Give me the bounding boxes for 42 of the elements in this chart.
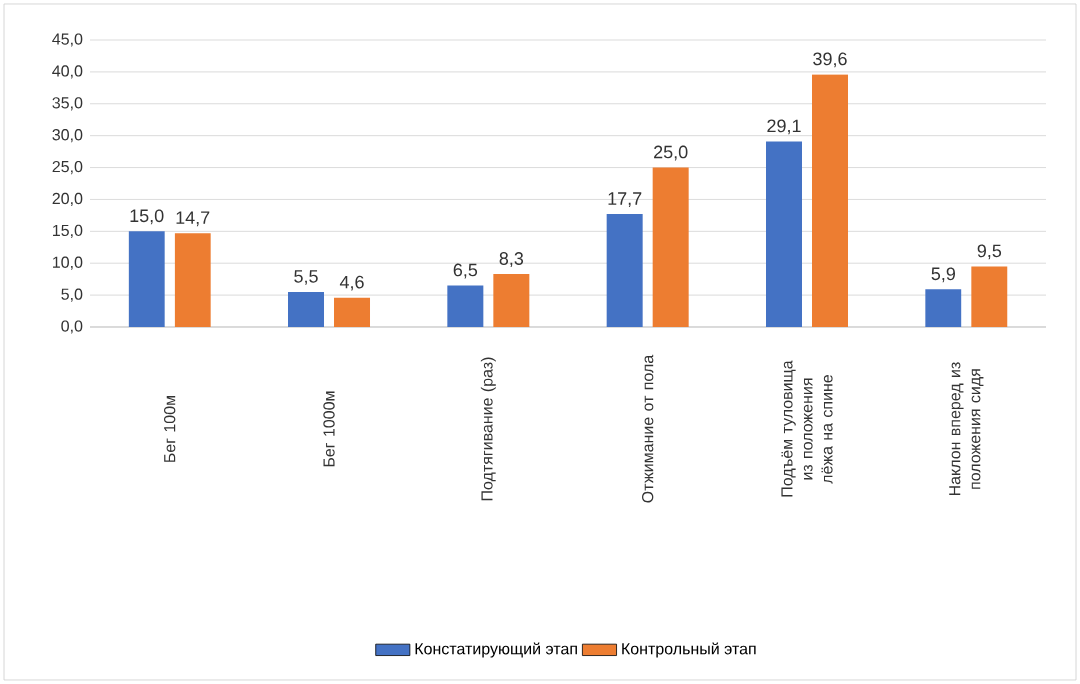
- bar: [925, 289, 962, 327]
- bar: [174, 233, 211, 327]
- bar: [334, 297, 370, 327]
- x-tick-label: Бег 1000м: [323, 391, 335, 467]
- bar: [493, 274, 530, 327]
- y-tick-label: 10,0: [53, 256, 83, 270]
- x-tick-label: Бег 100м: [164, 396, 176, 462]
- x-tick-label: Подъём туловища из положения лёжа на спине: [781, 360, 833, 497]
- data-label: 4,6: [339, 275, 364, 291]
- legend-label: Констатирующий этап: [415, 642, 577, 658]
- y-tick-label: 0,0: [61, 320, 83, 334]
- bar: [128, 231, 165, 327]
- y-tick-label: 25,0: [52, 160, 83, 175]
- bar: [288, 291, 325, 327]
- x-tick-label: Наклон вперед из положения сидя: [949, 362, 984, 496]
- data-label: 17,7: [608, 192, 642, 208]
- data-label: 14,7: [176, 211, 210, 227]
- y-tick-label: 15,0: [53, 224, 83, 238]
- y-tick-label: 40,0: [52, 65, 83, 79]
- bar: [447, 285, 484, 327]
- legend-label: Контрольный этап: [622, 642, 756, 658]
- y-tick-label: 20,0: [52, 192, 83, 207]
- data-label: 9,5: [977, 244, 1002, 260]
- bar: [606, 214, 643, 327]
- y-tick-label: 45,0: [52, 33, 83, 47]
- data-label: 39,6: [813, 52, 847, 68]
- bar: [652, 167, 689, 327]
- y-tick-label: 30,0: [52, 129, 83, 143]
- bar: [971, 266, 1008, 327]
- x-tick-label: Подтягивание (раз): [480, 357, 496, 501]
- data-label: 25,0: [654, 145, 688, 161]
- y-tick-label: 5,0: [61, 288, 83, 302]
- data-label: 5,5: [294, 270, 318, 285]
- bar: [766, 141, 802, 327]
- data-label: 15,0: [130, 209, 164, 225]
- data-label: 5,9: [931, 267, 955, 283]
- bar: [812, 74, 848, 327]
- data-label: 29,1: [767, 119, 801, 135]
- data-label: 8,3: [499, 252, 524, 267]
- x-tick-label: Отжимание от пола: [642, 354, 654, 503]
- data-label: 6,5: [453, 263, 478, 279]
- y-tick-label: 35,0: [52, 97, 83, 111]
